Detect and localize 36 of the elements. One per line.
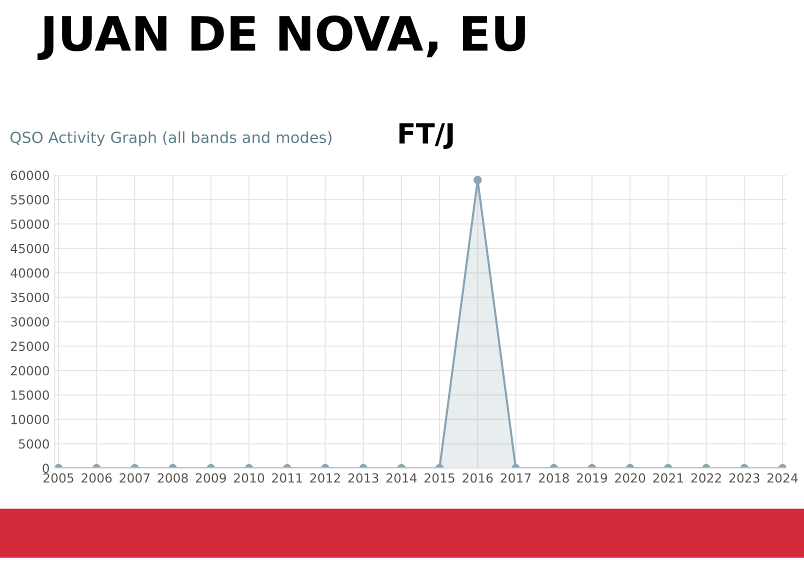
- y-tick-label: 30000: [11, 317, 49, 327]
- x-tick-label: 2018: [538, 473, 569, 483]
- x-tick-label: 2014: [386, 473, 417, 483]
- x-tick-label: 2023: [729, 473, 760, 483]
- chart-subtitle: FT/J: [399, 123, 453, 150]
- y-tick-label: 5000: [18, 439, 49, 449]
- x-tick-label: 2017: [500, 473, 531, 483]
- x-tick-label: 2005: [43, 473, 74, 483]
- y-tick-label: 50000: [11, 219, 49, 229]
- text: QSO Activity Graph (all bands and modes): [10, 131, 332, 146]
- x-tick-label: 2020: [615, 473, 646, 483]
- x-tick-label: 2009: [196, 473, 226, 483]
- x-tick-label: 2010: [234, 473, 264, 483]
- x-tick-label: 2019: [576, 473, 607, 483]
- x-tick-label: 2006: [82, 473, 112, 483]
- chart-title: JUAN DE NOVA, EU: [38, 16, 525, 60]
- y-tick-label: 35000: [11, 292, 49, 302]
- x-tick-label: 2022: [691, 473, 721, 483]
- y-tick-label: 45000: [10, 244, 49, 254]
- y-tick-label: 10000: [11, 414, 49, 424]
- y-tick-label: 55000: [11, 195, 49, 204]
- y-tick-label: 15000: [11, 390, 49, 400]
- y-tick-label: 0: [42, 464, 49, 474]
- y-tick-label: 25000: [10, 342, 49, 352]
- x-tick-label: 2016: [462, 473, 493, 483]
- x-tick-label: 2013: [348, 473, 378, 483]
- y-tick-label: 20000: [10, 366, 49, 376]
- x-tick-label: 2007: [120, 473, 150, 483]
- x-tick-label: 2008: [158, 473, 188, 483]
- y-tick-label: 60000: [10, 170, 49, 180]
- x-tick-label: 2015: [424, 473, 454, 483]
- x-tick-label: 2021: [653, 473, 683, 483]
- y-tick-label: 40000: [10, 268, 49, 278]
- x-tick-label: 2024: [768, 473, 798, 483]
- x-tick-label: 2011: [272, 473, 302, 483]
- x-tick-label: 2012: [310, 473, 340, 483]
